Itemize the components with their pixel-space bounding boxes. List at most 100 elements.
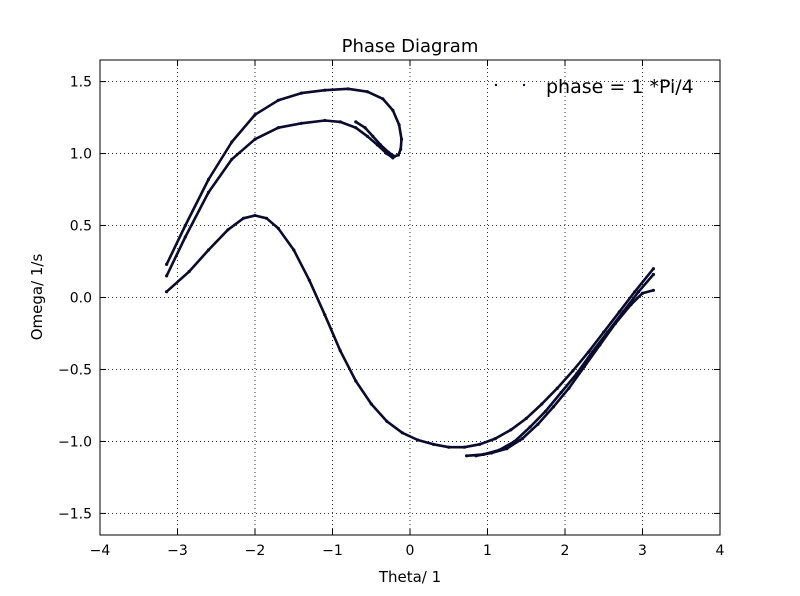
data-point xyxy=(399,137,404,141)
legend: phase = 1 *Pi/4 xyxy=(494,76,694,98)
data-point xyxy=(323,118,327,123)
data-point xyxy=(165,274,169,278)
data-point xyxy=(338,120,342,124)
data-point xyxy=(206,248,211,252)
data-point xyxy=(582,365,587,369)
data-point xyxy=(338,349,342,353)
data-point xyxy=(292,248,296,252)
data-point xyxy=(187,270,191,274)
data-point xyxy=(253,137,257,141)
data-point xyxy=(431,442,435,446)
phase-branch-upper-outer xyxy=(165,87,403,266)
data-point xyxy=(371,134,375,138)
data-point xyxy=(354,379,358,383)
grid xyxy=(99,60,721,535)
data-point xyxy=(633,290,637,294)
data-point xyxy=(399,147,403,151)
data-point xyxy=(617,310,621,314)
x-tick-label: 4 xyxy=(716,543,725,559)
data-point xyxy=(369,402,373,406)
y-tick-label: 1.0 xyxy=(70,147,92,163)
data-point xyxy=(391,108,395,112)
chart-title: Phase Diagram xyxy=(342,36,479,57)
data-point xyxy=(253,113,257,117)
data-point xyxy=(505,447,509,451)
data-point xyxy=(385,152,389,156)
phase-branch-lower-curve xyxy=(165,214,655,449)
data-point xyxy=(629,303,633,307)
x-tick-label: −3 xyxy=(167,543,188,559)
data-point xyxy=(586,350,590,354)
data-point xyxy=(528,425,532,429)
data-point xyxy=(567,386,571,390)
data-point xyxy=(230,157,234,161)
data-point xyxy=(253,213,257,218)
data-point xyxy=(416,438,420,442)
data-point xyxy=(165,290,169,294)
x-axis-label: Theta/ 1 xyxy=(378,568,441,586)
data-point xyxy=(323,313,327,317)
data-point xyxy=(299,121,304,125)
data-point xyxy=(651,272,656,277)
y-tick-label: 0.5 xyxy=(70,219,92,235)
y-tick-label: −0.5 xyxy=(58,362,92,378)
data-point xyxy=(524,416,528,420)
data-point xyxy=(391,156,395,160)
data-point xyxy=(265,216,269,220)
data-point xyxy=(354,126,358,130)
legend-label: phase = 1 *Pi/4 xyxy=(546,76,694,98)
data-point xyxy=(365,90,369,94)
data-point xyxy=(375,143,379,147)
x-tick-label: −4 xyxy=(90,543,111,559)
phase-branch-upper-inner xyxy=(165,119,395,278)
data-point xyxy=(447,445,451,449)
y-tick-label: −1.5 xyxy=(58,506,92,522)
data-point xyxy=(276,226,280,230)
data-point xyxy=(206,177,211,182)
data-point xyxy=(276,98,280,102)
legend-marker xyxy=(522,83,526,87)
data-point xyxy=(183,223,187,228)
data-point xyxy=(276,126,280,130)
data-point xyxy=(183,235,187,239)
data-point xyxy=(640,291,645,295)
data-point xyxy=(559,390,563,395)
data-point xyxy=(613,321,618,325)
axis-ticks: −4 −3 −2 −1 0 1 2 3 4 −1.5 −1.0 −0.5 0.0 0.5 1.0 1.5 xyxy=(58,60,725,559)
data-point xyxy=(465,454,469,458)
x-tick-label: 3 xyxy=(638,543,647,559)
data-point xyxy=(230,140,234,144)
data-point xyxy=(397,123,401,127)
x-tick-label: 1 xyxy=(483,543,492,559)
x-tick-label: 2 xyxy=(561,543,570,559)
x-tick-label: −1 xyxy=(322,543,343,559)
data-points xyxy=(165,87,656,458)
data-point xyxy=(598,343,602,347)
data-point xyxy=(478,442,482,446)
data-point xyxy=(241,216,245,220)
data-point xyxy=(551,405,556,409)
data-point xyxy=(299,91,304,95)
data-point xyxy=(400,431,404,435)
y-tick-label: −1.0 xyxy=(58,434,92,450)
data-point xyxy=(637,290,641,294)
data-point xyxy=(651,288,656,292)
data-point xyxy=(381,97,385,101)
data-point xyxy=(544,409,548,413)
data-point xyxy=(474,454,478,458)
data-point xyxy=(385,419,389,423)
data-point xyxy=(571,369,575,373)
data-point xyxy=(165,262,169,266)
data-point xyxy=(602,330,606,334)
data-point xyxy=(462,445,466,449)
data-point xyxy=(396,153,400,157)
data-point xyxy=(365,134,369,138)
x-tick-label: 0 xyxy=(406,543,415,559)
data-point xyxy=(323,88,327,92)
data-point xyxy=(206,190,211,194)
y-tick-label: 0.0 xyxy=(70,291,92,307)
x-tick-label: −2 xyxy=(245,543,266,559)
data-point xyxy=(555,386,559,390)
